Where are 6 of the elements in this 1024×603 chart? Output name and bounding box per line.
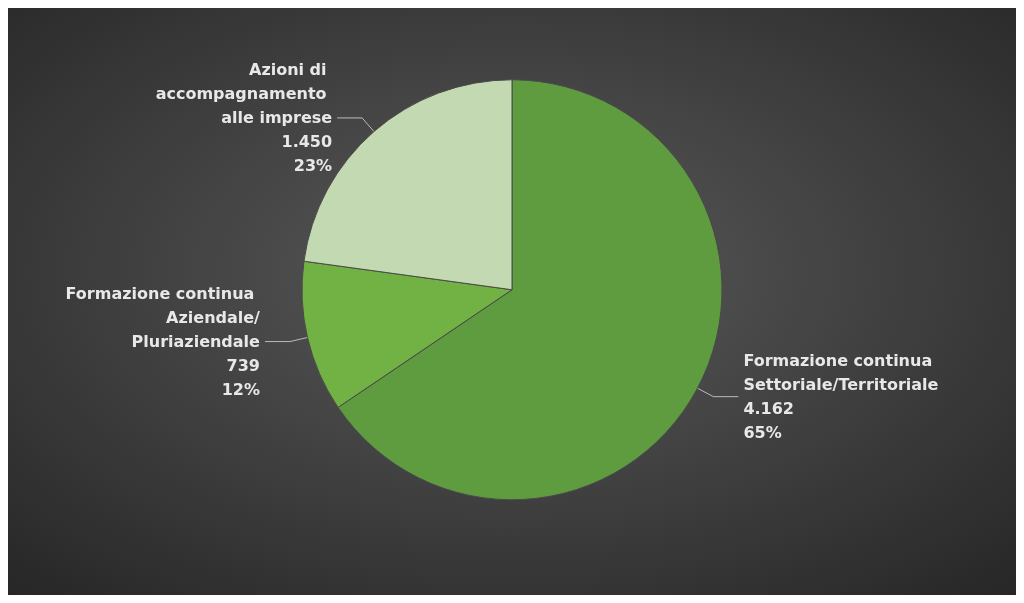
slice-label: Azioni di accompagnamento alle imprese [155, 60, 333, 128]
slice-label: Formazione continua Settoriale/Territoriale [743, 351, 939, 395]
data-label: 4.162 65% [743, 399, 794, 443]
data-label: 739 12% [221, 356, 260, 400]
slice-label: Formazione continua Aziendale/Pluriaziendale [65, 284, 261, 352]
data-label: 1.450 23% [281, 132, 333, 176]
